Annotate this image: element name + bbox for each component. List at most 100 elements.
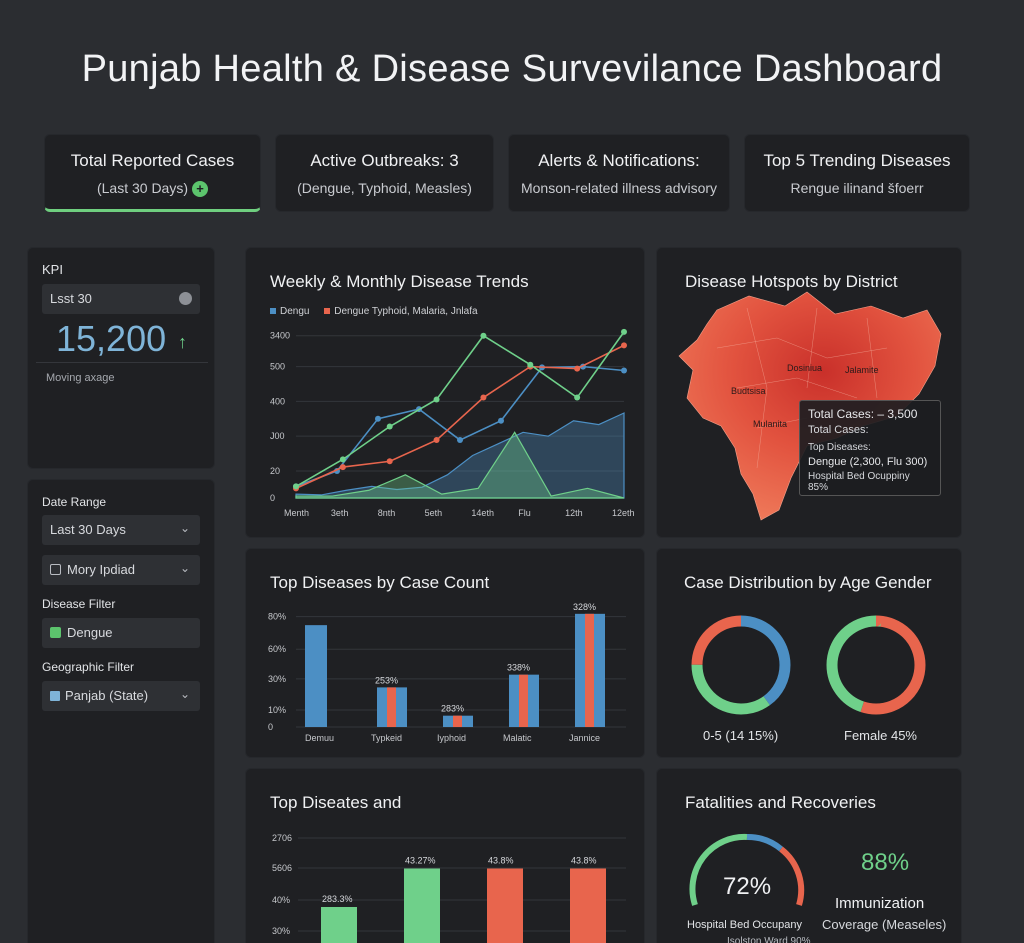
- immunization-label: Immunization: [835, 895, 925, 912]
- chevron-down-icon: ⌄: [179, 687, 190, 701]
- data-point: [498, 417, 504, 424]
- plus-icon[interactable]: +: [192, 181, 209, 198]
- legend-item-dengue: Dengue: [334, 306, 370, 317]
- x-tick-label: 12eth: [612, 508, 635, 518]
- gauge-arc-red: [779, 846, 805, 906]
- tooltip-line-4: Dengue (2,300, Flu 300): [808, 456, 928, 468]
- date-range-select[interactable]: Last 30 Days ⌄: [42, 515, 200, 545]
- age-label: 0-5 (14 15%): [703, 728, 779, 743]
- data-point: [621, 367, 627, 374]
- data-label: 43.27%: [405, 856, 436, 866]
- checkbox-icon[interactable]: [50, 564, 61, 575]
- bar: [570, 868, 606, 943]
- data-point: [457, 437, 463, 444]
- y-tick-label: J00: [270, 431, 285, 441]
- y-tick-label: 30%: [268, 674, 286, 684]
- data-point: [339, 464, 346, 471]
- data-point: [433, 437, 440, 444]
- data-point: [433, 396, 440, 403]
- district-label-1: Dosiniua: [787, 363, 822, 373]
- fatalities-panel: Fatalities and Recoveries 72% Hospital B…: [656, 768, 962, 943]
- trends-chart: 0 20 J00 400 500 3400 Menth 3eth 8nth 5eth 14eth Fl…: [270, 328, 635, 518]
- hotspots-title: Disease Hotspots by District: [685, 272, 898, 291]
- series-line: [295, 331, 625, 488]
- data-point: [574, 365, 581, 372]
- y-tick-label: 400: [270, 396, 285, 406]
- bar-red: [453, 715, 462, 727]
- x-tick-label: Demuu: [305, 733, 334, 743]
- legend-item-jnlafa: Jnlafa: [450, 306, 478, 317]
- update-frequency-select[interactable]: Mory Ipdiad ⌄: [42, 555, 200, 585]
- disease-filter-label: Disease Filter: [42, 597, 116, 611]
- active-outbreaks-card[interactable]: Active Outbreaks: 3 (Dengue, Typhoid, Me…: [275, 134, 494, 212]
- data-point: [527, 361, 534, 368]
- trending-diseases-card[interactable]: Top 5 Trending Diseases Rengue ilinand š…: [744, 134, 970, 212]
- y-tick-label: 30%: [272, 926, 290, 936]
- district-label-2: Jalamite: [845, 365, 879, 375]
- info-icon[interactable]: [179, 292, 192, 305]
- data-point: [621, 328, 627, 335]
- district-borders: [716, 307, 888, 469]
- series-area: [295, 412, 625, 499]
- geographic-filter-select[interactable]: Panjab (State) ⌄: [42, 681, 200, 711]
- total-cases-sub: (Last 30 Days): [96, 180, 189, 196]
- series-line: [295, 344, 625, 490]
- data-point: [386, 458, 393, 465]
- legend-swatch-blue: [270, 308, 276, 314]
- y-tick-label: 0: [268, 722, 273, 732]
- hotspot-tooltip: Total Cases: – 3,500 Total Cases: Top Di…: [799, 400, 941, 496]
- data-point: [480, 394, 487, 401]
- x-tick-label: Iyphoid: [437, 733, 466, 743]
- trending-diseases-label: Top 5 Trending Diseases: [763, 151, 951, 170]
- data-label: 283%: [441, 704, 464, 714]
- y-tick-label: 60%: [268, 644, 286, 654]
- chevron-down-icon: ⌄: [179, 521, 190, 535]
- kpi-period-select[interactable]: Lsst 30: [42, 284, 200, 314]
- bar: [321, 907, 357, 943]
- map-icon: [50, 691, 60, 701]
- checked-box-icon[interactable]: [50, 627, 61, 638]
- bar-red: [585, 613, 594, 727]
- y-tick-label: 0: [270, 493, 275, 503]
- top-diseases-title: Top Diseases by Case Count: [270, 573, 490, 592]
- legend-swatch-red: [324, 308, 331, 314]
- data-point: [375, 415, 381, 422]
- arrow-up-icon: ↑: [178, 332, 187, 352]
- gender-label: Female 45%: [844, 728, 917, 743]
- series-area: [295, 431, 625, 499]
- x-tick-label: 14eth: [471, 508, 494, 518]
- immunization-value: 88%: [861, 849, 910, 876]
- data-label: 328%: [573, 602, 596, 612]
- gauge-sub: Isolston Ward 90%: [727, 936, 811, 943]
- tooltip-line-2: Total Cases:: [808, 424, 869, 436]
- total-cases-label: Total Reported Cases: [70, 151, 235, 170]
- hotspots-panel: Disease Hotspots by District Dosiniua Ja…: [656, 247, 962, 538]
- bar: [404, 868, 440, 943]
- bar-red: [519, 674, 528, 727]
- filters-panel: Date Range Last 30 Days ⌄ Mory Ipdiad ⌄ …: [27, 479, 215, 943]
- divider: [36, 362, 208, 363]
- total-cases-card[interactable]: Total Reported Cases (Last 30 Days) +: [44, 134, 261, 212]
- age-gender-chart: [691, 615, 926, 715]
- tooltip-line-5: Hospital Bed Ocuppiny 85%: [808, 471, 910, 493]
- age-gender-title: Case Distribution by Age Gender: [684, 573, 932, 592]
- legend-item-malaria: Malaria,: [412, 306, 449, 317]
- data-label: 43.8%: [571, 856, 597, 866]
- y-tick-label: 10%: [268, 705, 286, 715]
- gauge-value: 72%: [723, 873, 772, 900]
- data-label: 283.3%: [322, 894, 353, 904]
- x-tick-label: Malatic: [503, 733, 532, 743]
- district-label-3: Budtsisa: [731, 386, 766, 396]
- x-tick-label: 5eth: [425, 508, 443, 518]
- data-point: [621, 342, 627, 349]
- donut-slice: [691, 615, 791, 715]
- top-diseases-panel: Top Diseases by Case Count 0 10% 30% 60% 80%…: [245, 548, 645, 758]
- data-point: [339, 456, 346, 463]
- geographic-filter-label: Geographic Filter: [42, 660, 135, 674]
- disease-filter-select[interactable]: Dengue: [42, 618, 200, 648]
- data-point: [480, 332, 487, 339]
- data-label: 338%: [507, 663, 530, 673]
- district-label-4: Mulanita: [753, 419, 787, 429]
- alerts-card[interactable]: Alerts & Notifications: Monson-related i…: [508, 134, 730, 212]
- top-bottom-panel: Top Diseates and 30% 40% 5606 2706 283.3% 43.…: [245, 768, 645, 943]
